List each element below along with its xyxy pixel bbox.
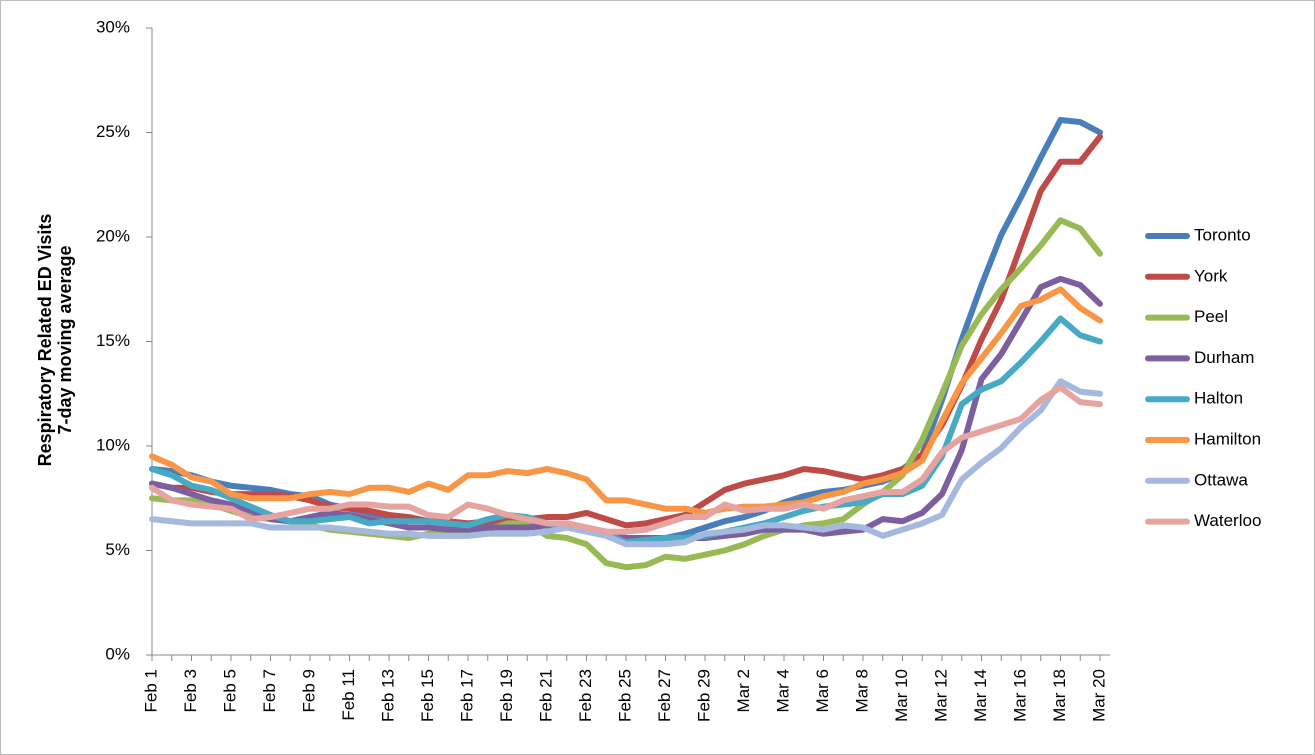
- x-tick-label: Feb 15: [418, 669, 437, 722]
- x-tick-label: Feb 11: [339, 669, 358, 721]
- x-tick-label: Mar 8: [852, 669, 871, 712]
- series-line: [149, 275, 1103, 541]
- legend-label: Halton: [1194, 389, 1243, 408]
- y-axis-title: Respiratory Related ED Visits 7-day movi…: [35, 214, 75, 467]
- x-tick-label: Mar 18: [1050, 669, 1069, 722]
- x-tick-label: Feb 21: [536, 669, 555, 722]
- x-tick-label: Mar 2: [734, 669, 753, 712]
- x-tick-label: Mar 12: [931, 669, 950, 722]
- x-tick-label: Mar 16: [1010, 669, 1029, 722]
- x-tick-label: Feb 3: [181, 669, 200, 712]
- x-tick-label: Feb 19: [497, 669, 516, 722]
- x-tick-label: Feb 5: [220, 669, 239, 712]
- series-line: [149, 384, 1103, 535]
- y-tick-label: 20%: [96, 226, 130, 245]
- x-tick-label: Mar 14: [971, 669, 990, 722]
- legend-label: Ottawa: [1194, 470, 1248, 489]
- series-line: [149, 286, 1103, 516]
- x-tick-label: Mar 20: [1089, 669, 1108, 722]
- y-tick-label: 10%: [96, 435, 130, 454]
- y-axis-title-line: 7-day moving average: [55, 245, 75, 434]
- y-axis-title-line: Respiratory Related ED Visits: [35, 214, 55, 467]
- x-tick-label: Feb 23: [576, 669, 595, 722]
- x-tick-label: Mar 4: [773, 669, 792, 712]
- x-tick-label: Feb 29: [694, 669, 713, 722]
- y-tick-label: 5%: [105, 540, 130, 559]
- x-tick-label: Mar 10: [892, 669, 911, 722]
- legend-label: Waterloo: [1194, 511, 1261, 530]
- legend-label: Durham: [1194, 348, 1254, 367]
- y-tick-label: 25%: [96, 122, 130, 141]
- legend-label: Hamilton: [1194, 429, 1261, 448]
- x-tick-label: Feb 13: [378, 669, 397, 722]
- x-tick-label: Feb 7: [260, 669, 279, 712]
- x-tick-label: Feb 25: [615, 669, 634, 722]
- x-tick-label: Mar 6: [813, 669, 832, 712]
- legend-label: Toronto: [1194, 225, 1251, 244]
- y-tick-label: 15%: [96, 331, 130, 350]
- series-line: [149, 378, 1103, 548]
- y-tick-label: 0%: [105, 644, 130, 663]
- x-tick-label: Feb 9: [299, 669, 318, 712]
- legend-label: York: [1194, 266, 1228, 285]
- y-tick-label: 30%: [96, 17, 130, 36]
- x-tick-label: Feb 17: [457, 669, 476, 722]
- x-tick-label: Feb 27: [655, 669, 674, 722]
- x-tick-label: Feb 1: [141, 669, 160, 712]
- legend-label: Peel: [1194, 307, 1228, 326]
